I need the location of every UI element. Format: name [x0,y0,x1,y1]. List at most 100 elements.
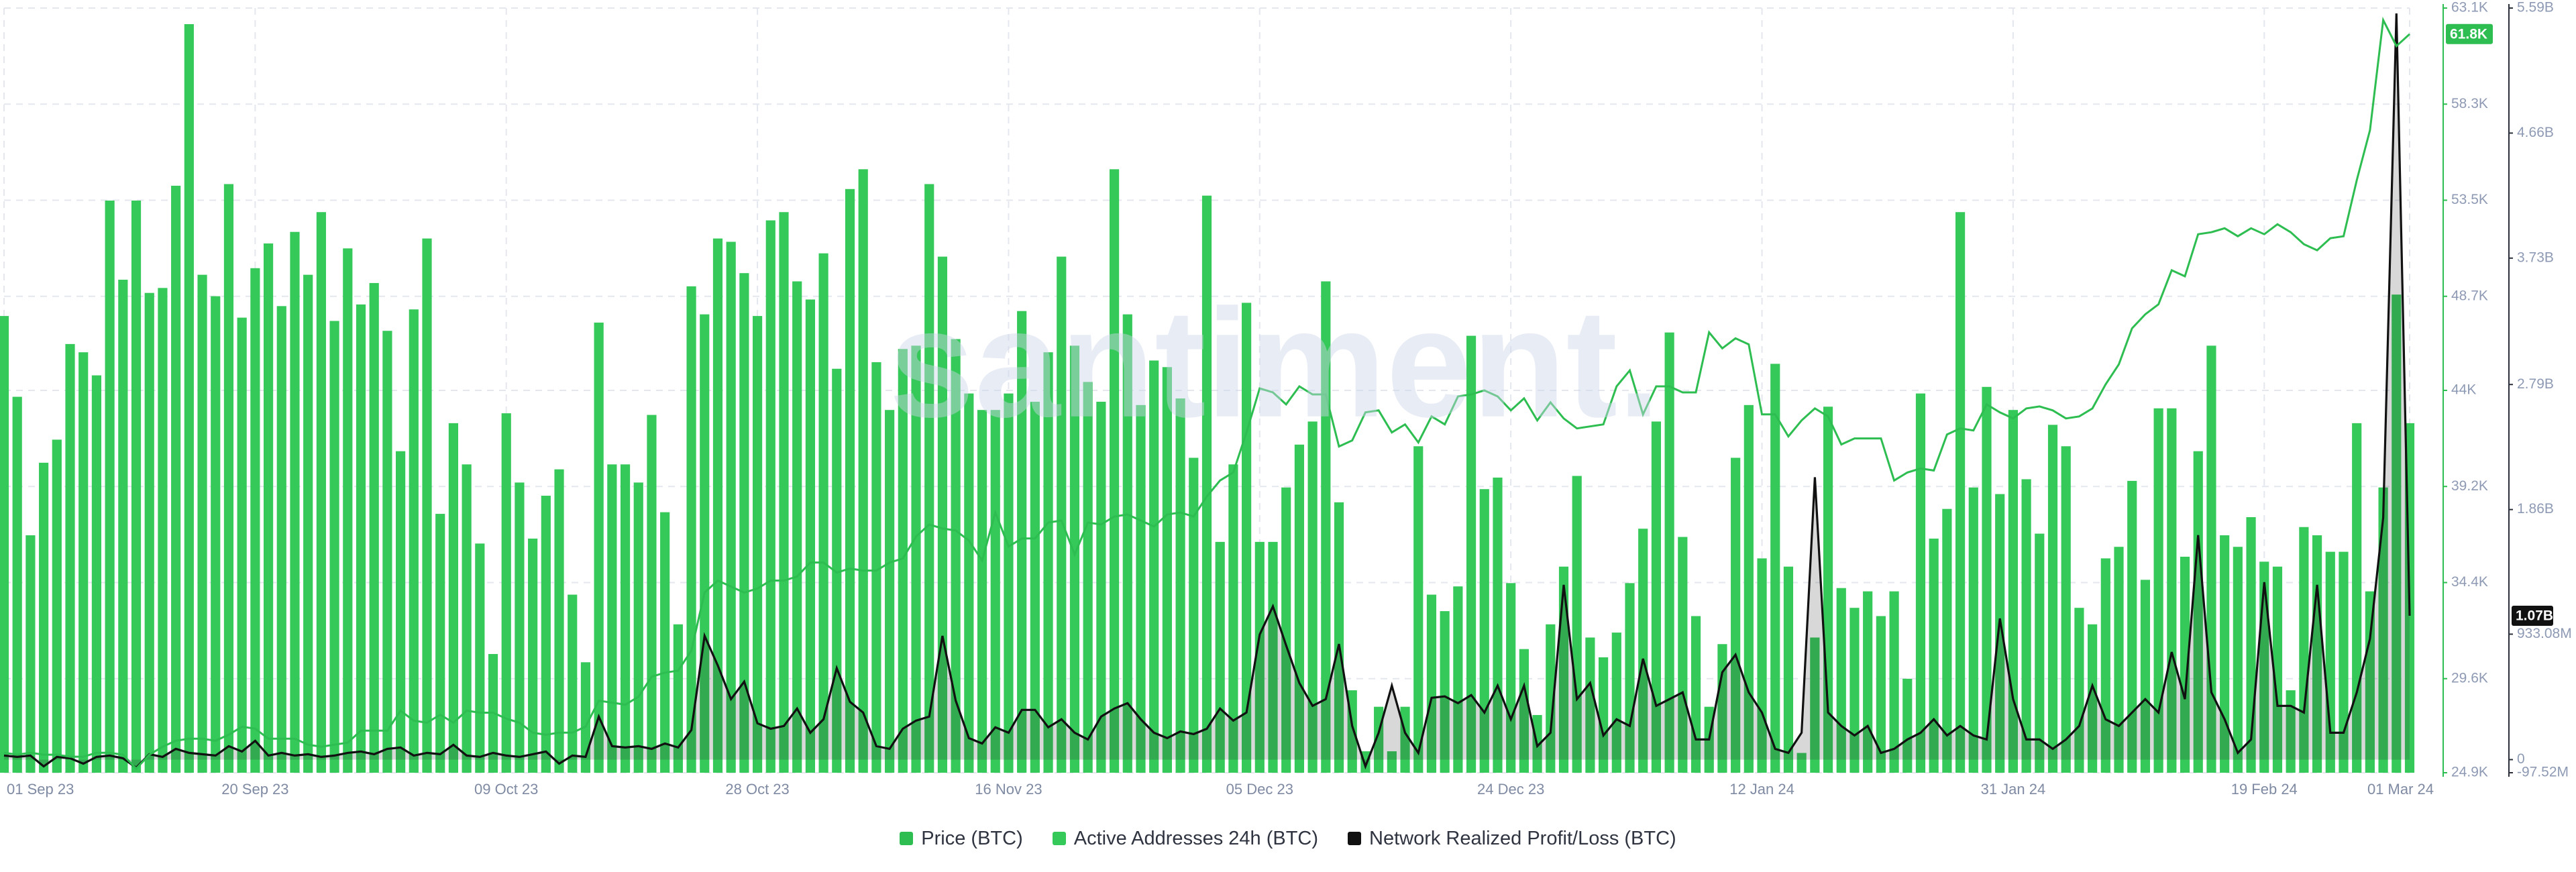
bar [1611,633,1621,773]
bar [52,439,62,773]
bar [1731,457,1741,773]
bar [1030,401,1040,773]
bar [1149,360,1159,773]
bar [779,212,789,773]
bar [1175,398,1185,773]
bar [0,316,9,773]
bar [1043,352,1053,773]
bar [1506,583,1516,773]
bar [1717,644,1727,773]
x-tick-label: 09 Oct 23 [474,781,538,798]
bar [2021,479,2031,773]
bar [1479,489,1489,773]
legend: Price (BTC) Active Addresses 24h (BTC) Net… [0,815,2576,862]
bar [818,253,828,773]
bar [2047,425,2058,773]
bar [528,538,538,773]
legend-label: Active Addresses 24h (BTC) [1073,827,1319,849]
bar [990,410,1000,773]
bar [1810,637,1820,773]
bar [144,292,154,773]
bar [647,415,657,773]
bar [2365,591,2375,773]
bar [2180,556,2190,773]
legend-swatch [1052,832,1066,845]
x-tick-label: 12 Jan 24 [1729,781,1794,798]
bar [2392,294,2402,773]
y-tick-label: 48.7K [2451,288,2488,303]
bar [673,624,683,773]
bar [805,299,815,773]
legend-item[interactable]: Price (BTC) [900,828,1023,850]
bar [2035,533,2045,773]
y-tick-label: 63.1K [2451,0,2488,15]
y-tick-label: 34.4K [2451,574,2488,590]
bar [409,309,419,773]
bar [1955,212,1966,773]
value-badge [2512,605,2553,626]
bar [712,238,723,773]
bar [184,24,194,773]
bar [343,248,353,773]
x-tick-label: 31 Jan 24 [1981,781,2046,798]
bar [171,185,181,773]
bar [1136,404,1146,773]
legend-item[interactable]: Active Addresses 24h (BTC) [1052,827,1319,850]
bar [39,462,49,773]
bar [2153,408,2163,773]
bar [1426,594,1437,773]
bar [1796,753,1807,773]
bar [78,352,89,773]
bar [448,423,459,773]
bar [1057,256,1067,773]
bar [1995,494,2005,773]
area-fill [4,13,2410,768]
bar [211,296,221,773]
bar [2140,580,2151,773]
bar [885,410,895,773]
x-tick-label: 28 Oct 23 [725,781,789,798]
value-badge [2446,23,2493,44]
bar [65,343,75,773]
bar [2167,408,2177,773]
bar [1162,367,1172,773]
bar [1294,444,1305,773]
price-line [3,16,2411,771]
bar [1876,616,1886,773]
bar [2378,487,2388,773]
bar [263,243,274,773]
bar [1387,751,1397,773]
bar [1242,303,1252,773]
bar [1942,508,1952,773]
bar [1453,586,1463,773]
bar [898,349,908,773]
bar [1783,566,1794,773]
bar [911,345,921,773]
bar [594,322,604,773]
bar [2114,547,2124,773]
bar [435,514,445,773]
bar [1678,537,1688,773]
legend-item[interactable]: Network Realized Profit/Loss (BTC) [1348,828,1676,850]
bar [1889,591,1899,773]
bar [1664,332,1674,773]
bar [1493,477,1503,773]
bar [1096,401,1106,773]
bar [223,184,234,773]
bar [951,339,961,773]
bar [2339,551,2349,773]
bar [2193,451,2203,773]
watermark: santiment. [889,277,1660,449]
y2-tick-label: 4.66B [2517,125,2554,140]
y2-tick-label: -97.52M [2517,765,2569,780]
bar [977,410,987,773]
bar [633,482,643,773]
bar [607,464,617,773]
bar [131,201,142,773]
bar [1201,195,1212,773]
bar [2088,624,2098,773]
y-tick-label: 29.6K [2451,670,2488,686]
bar [964,393,974,773]
bar [1109,169,1120,773]
area-line [3,13,2411,770]
